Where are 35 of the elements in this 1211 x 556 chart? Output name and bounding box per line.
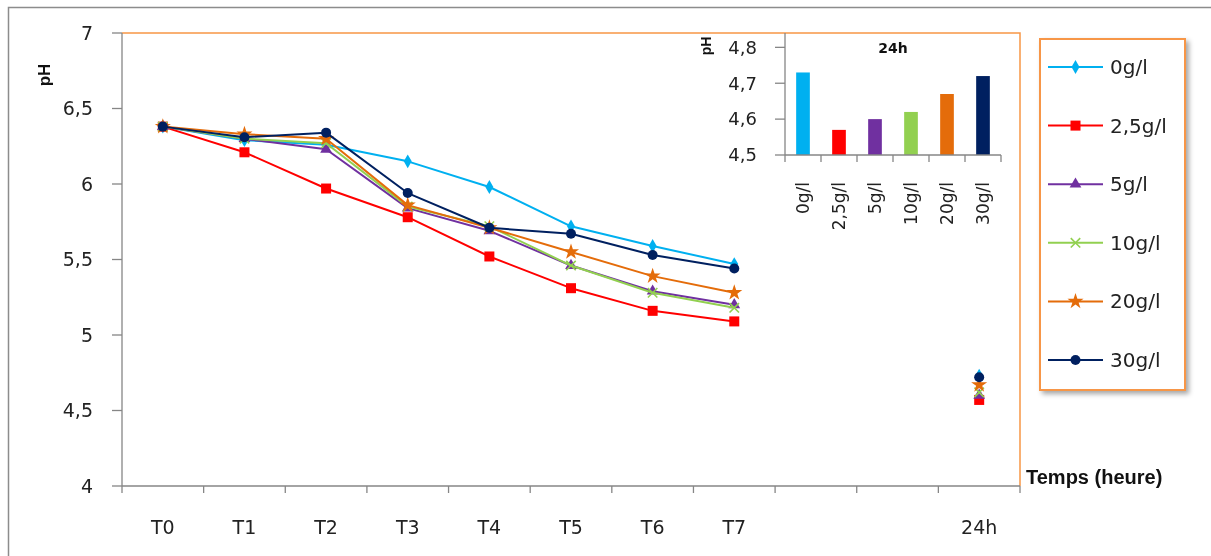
legend-label: 30g/l (1110, 348, 1161, 372)
y-tick-label: 4,8 (728, 36, 757, 58)
y-tick-label: 6 (80, 172, 93, 195)
y-tick-label: 4,6 (728, 108, 757, 130)
x-axis-title: Temps (heure) (1026, 466, 1163, 488)
x-tick-label: 24h (961, 516, 998, 538)
legend-label: 2,5g/l (1110, 113, 1167, 138)
x-tick-label: 10g/l (901, 182, 921, 225)
y-axis-title: pH (35, 63, 54, 87)
y-axis-title: pH (698, 36, 714, 56)
x-tick-label: 5g/l (865, 182, 885, 215)
x-tick-label: 2,5g/l (829, 182, 849, 231)
y-tick-label: 4,7 (728, 72, 757, 94)
y-tick-label: 4 (80, 474, 93, 497)
y-tick-label: 5 (80, 323, 93, 346)
legend-label: 20g/l (1110, 289, 1161, 314)
x-tick-label: T4 (476, 516, 502, 538)
legend-label: 10g/l (1110, 230, 1161, 255)
x-tick-label: T2 (313, 516, 338, 538)
x-tick-label: 0g/l (793, 182, 813, 215)
x-tick-label: T1 (231, 516, 257, 538)
x-tick-label: 20g/l (937, 182, 957, 225)
x-tick-label: T7 (721, 516, 747, 538)
x-tick-label: T5 (558, 516, 583, 538)
x-tick-label: T0 (149, 516, 175, 538)
legend-label: 0g/l (1110, 55, 1148, 79)
y-tick-label: 7 (80, 21, 93, 44)
y-tick-label: 4,5 (62, 399, 93, 422)
x-tick-label: T3 (394, 516, 420, 538)
y-tick-label: 4,5 (728, 144, 757, 166)
y-tick-label: 6,5 (62, 97, 93, 120)
x-tick-label: 30g/l (973, 182, 993, 225)
x-tick-label: T6 (639, 516, 665, 538)
text: 24h (878, 40, 908, 56)
y-tick-label: 5,5 (62, 248, 93, 271)
